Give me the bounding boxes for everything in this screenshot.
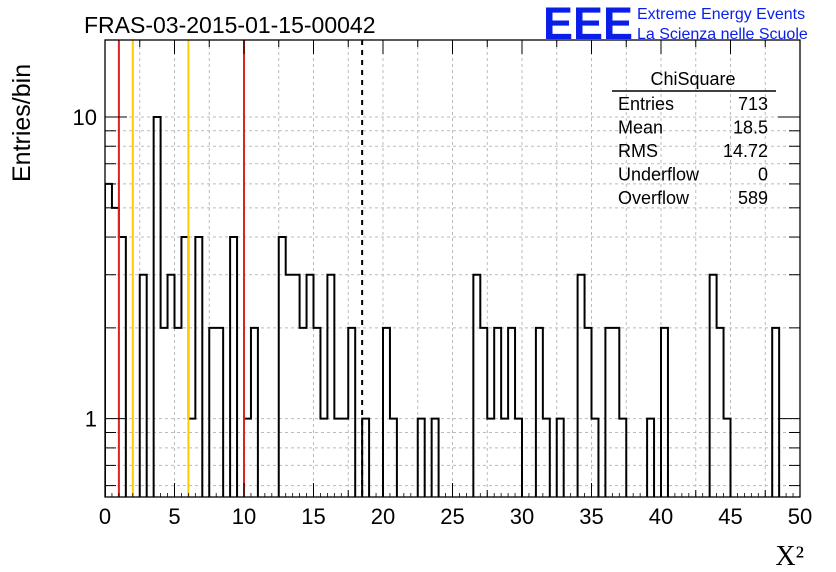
x-tick-label: 10 bbox=[232, 504, 256, 529]
stats-label: Underflow bbox=[618, 165, 700, 185]
x-tick-label: 45 bbox=[718, 504, 742, 529]
eee-logo: EEE Extreme Energy Events La Scienza nel… bbox=[543, 0, 808, 49]
y-axis-label: Entries/bin bbox=[8, 64, 36, 182]
x-tick-label: 30 bbox=[510, 504, 534, 529]
x-tick-label: 35 bbox=[579, 504, 603, 529]
eee-logo-mark: EEE bbox=[543, 0, 633, 49]
stats-rows: Entries 713 Mean 18.5 RMS 14.72 Underflow 0 Over… bbox=[618, 94, 768, 208]
y-tick-label: 10 bbox=[73, 105, 97, 130]
x-tick-label: 40 bbox=[649, 504, 673, 529]
y-tick-labels: 1 10 bbox=[73, 105, 97, 432]
logo-line-2: La Scienza nelle Scuole bbox=[637, 26, 808, 43]
stats-value: 589 bbox=[738, 188, 768, 208]
x-tick-label: 20 bbox=[371, 504, 395, 529]
stats-value: 713 bbox=[738, 94, 768, 114]
x-tick-label: 50 bbox=[788, 504, 812, 529]
x-tick-label: 0 bbox=[99, 504, 111, 529]
x-tick-label: 15 bbox=[301, 504, 325, 529]
chart-title: FRAS-03-2015-01-15-00042 bbox=[84, 12, 376, 38]
histogram-bins bbox=[105, 116, 781, 497]
histogram-series bbox=[105, 116, 781, 497]
x-tick-labels: 0 5 10 15 20 25 30 35 40 45 50 bbox=[99, 504, 812, 529]
axis-ticks bbox=[104, 40, 801, 497]
stats-label: Overflow bbox=[618, 188, 690, 208]
stats-value: 18.5 bbox=[733, 118, 768, 138]
logo-line-1: Extreme Energy Events bbox=[637, 6, 805, 23]
stats-label: Mean bbox=[618, 118, 663, 138]
stats-value: 14.72 bbox=[723, 141, 768, 161]
stats-label: RMS bbox=[618, 141, 658, 161]
y-tick-label: 1 bbox=[85, 407, 97, 432]
stats-box: ChiSquare Entries 713 Mean 18.5 RMS 14.72 Unde… bbox=[612, 69, 776, 208]
stats-title: ChiSquare bbox=[650, 69, 735, 89]
stats-label: Entries bbox=[618, 94, 674, 114]
x-axis-label: X² bbox=[775, 541, 804, 572]
x-tick-label: 25 bbox=[440, 504, 464, 529]
stats-value: 0 bbox=[758, 165, 768, 185]
x-tick-label: 5 bbox=[168, 504, 180, 529]
reference-lines bbox=[117, 40, 364, 497]
